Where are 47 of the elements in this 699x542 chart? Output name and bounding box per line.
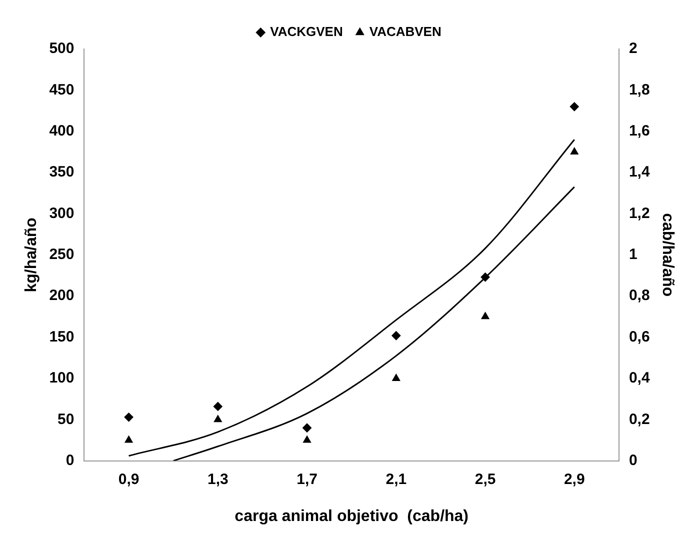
y2-tick-label: 0: [628, 452, 638, 469]
line-series: [128, 138, 576, 457]
y-tick-label: 450: [49, 81, 74, 98]
x-tick-label: 1,7: [296, 470, 318, 488]
y2-tick-label: 0,8: [628, 287, 650, 304]
y-tick-label: 200: [49, 287, 74, 304]
x-tick-label: 2,5: [474, 470, 496, 488]
y-axis-title: kg/ha/año: [23, 217, 40, 292]
x-tick-label: 1,3: [207, 470, 228, 488]
y-tick-label: 400: [49, 122, 74, 140]
y2-tick-label: 1,6: [628, 122, 650, 140]
y-tick-label: 100: [49, 370, 74, 387]
y-tick-label: 250: [49, 246, 74, 264]
point: [481, 312, 490, 320]
point: [213, 402, 222, 411]
point: [392, 331, 401, 340]
y-tick-label: 350: [49, 164, 74, 181]
point: [570, 147, 578, 154]
y2-tick-label: 1: [628, 246, 638, 264]
point: [124, 412, 134, 422]
point: [124, 436, 133, 443]
y-tick-label: 500: [49, 40, 74, 58]
x-tick-label: 2,9: [564, 470, 585, 488]
x-tick-label: 0,9: [118, 470, 140, 488]
y2-tick-label: 0,4: [628, 370, 650, 387]
legend-label: VACABVEN: [369, 24, 442, 40]
point: [214, 415, 222, 422]
point: [302, 423, 312, 432]
y-tick-label: 150: [49, 328, 74, 346]
x-axis-title: carga animal objetivo (cab/ha): [234, 508, 469, 525]
y2-tick-label: 1,4: [628, 164, 650, 181]
point: [303, 436, 311, 443]
legend-label: VACKGVEN: [270, 24, 343, 40]
point: [480, 272, 490, 282]
y-tick-label: 50: [58, 410, 74, 428]
y2-tick-label: 1,2: [628, 204, 650, 222]
point: [392, 374, 400, 381]
y2-tick-label: 0,2: [628, 410, 650, 428]
y2-tick-label: 2: [628, 40, 638, 58]
y-tick-label: 0: [66, 452, 74, 469]
x-tick-label: 2,1: [386, 470, 407, 488]
line-series: [172, 186, 576, 461]
y2-tick-label: 1,8: [628, 81, 650, 98]
point: [570, 102, 579, 112]
y2-tick-label: 0,6: [628, 328, 650, 346]
y-tick-label: 300: [49, 204, 74, 222]
y2-axis-title: cab/ha/año: [658, 213, 676, 297]
